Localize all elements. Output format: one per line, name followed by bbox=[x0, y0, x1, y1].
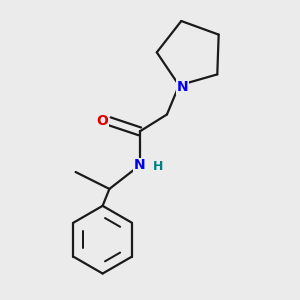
Text: N: N bbox=[177, 80, 188, 94]
Text: O: O bbox=[96, 114, 108, 128]
Text: N: N bbox=[134, 158, 146, 172]
Text: H: H bbox=[153, 160, 164, 173]
